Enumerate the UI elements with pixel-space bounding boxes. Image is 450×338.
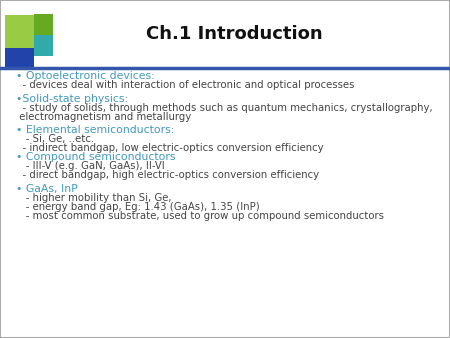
Text: electromagnetism and metallurgy: electromagnetism and metallurgy (16, 112, 191, 122)
Text: • Elemental semiconductors:: • Elemental semiconductors: (16, 125, 174, 135)
Text: - study of solids, through methods such as quantum mechanics, crystallography,: - study of solids, through methods such … (16, 103, 432, 113)
Text: Ch.1 Introduction: Ch.1 Introduction (146, 25, 322, 43)
Text: • GaAs, InP: • GaAs, InP (16, 184, 77, 194)
Text: •Solid-state physics:: •Solid-state physics: (16, 94, 128, 104)
Text: • Compound semiconductors: • Compound semiconductors (16, 152, 175, 162)
Text: - Si, Ge, ..etc.: - Si, Ge, ..etc. (16, 134, 94, 144)
Text: • Optoelectronic devices:: • Optoelectronic devices: (16, 71, 154, 81)
Text: - energy band gap, Eg: 1.43 (GaAs), 1.35 (InP): - energy band gap, Eg: 1.43 (GaAs), 1.35… (16, 202, 260, 212)
FancyBboxPatch shape (5, 15, 34, 49)
FancyBboxPatch shape (34, 14, 53, 35)
Text: - devices deal with interaction of electronic and optical processes: - devices deal with interaction of elect… (16, 80, 354, 90)
Text: - higher mobility than Si, Ge,: - higher mobility than Si, Ge, (16, 193, 171, 203)
Text: - indirect bandgap, low electric-optics conversion efficiency: - indirect bandgap, low electric-optics … (16, 143, 324, 153)
Text: - direct bandgap, high electric-optics conversion efficiency: - direct bandgap, high electric-optics c… (16, 170, 319, 180)
FancyBboxPatch shape (5, 48, 34, 68)
FancyBboxPatch shape (34, 34, 53, 56)
Text: - most common substrate, used to grow up compound semiconductors: - most common substrate, used to grow up… (16, 211, 384, 221)
Text: - III-V (e.g. GaN, GaAs), II-VI: - III-V (e.g. GaN, GaAs), II-VI (16, 161, 165, 171)
